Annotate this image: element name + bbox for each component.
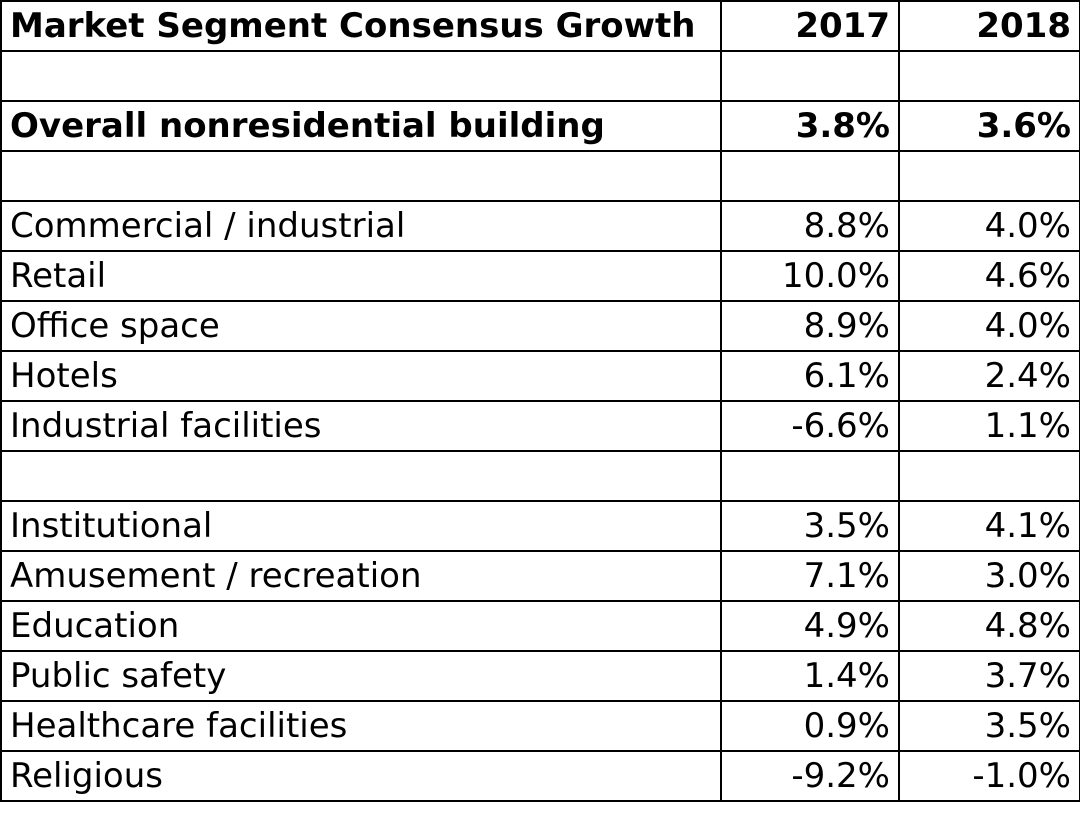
- segment-cell: [0, 450, 722, 502]
- segment-cell: Public safety: [0, 650, 722, 702]
- segment-cell: Overall nonresidential building: [0, 100, 722, 152]
- segment-cell: Institutional: [0, 500, 722, 552]
- value-2017-cell: 1.4%: [720, 650, 900, 702]
- value-2017-cell: 3.8%: [720, 100, 900, 152]
- value-2018-cell: 2.4%: [898, 350, 1080, 402]
- segment-cell: Religious: [0, 750, 722, 802]
- segment-cell: Amusement / recreation: [0, 550, 722, 602]
- segment-cell: Education: [0, 600, 722, 652]
- table-row: Retail 10.0% 4.6%: [0, 250, 1080, 302]
- segment-cell: [0, 150, 722, 202]
- value-2017-cell: -9.2%: [720, 750, 900, 802]
- table-row: [0, 150, 1080, 202]
- value-2018-cell: [898, 50, 1080, 102]
- table-row: [0, 450, 1080, 502]
- table-row: Religious -9.2% -1.0%: [0, 750, 1080, 802]
- table-row: Public safety 1.4% 3.7%: [0, 650, 1080, 702]
- value-2017-cell: 3.5%: [720, 500, 900, 552]
- table-row: Commercial / industrial 8.8% 4.0%: [0, 200, 1080, 252]
- value-2017-cell: 6.1%: [720, 350, 900, 402]
- value-2017-cell: 4.9%: [720, 600, 900, 652]
- value-2018-cell: 4.8%: [898, 600, 1080, 652]
- value-2017-cell: 8.9%: [720, 300, 900, 352]
- segment-cell: Retail: [0, 250, 722, 302]
- value-2017-cell: [720, 50, 900, 102]
- value-2018-cell: 3.0%: [898, 550, 1080, 602]
- value-2017-cell: 7.1%: [720, 550, 900, 602]
- header-2017: 2017: [720, 0, 900, 52]
- value-2017-cell: [720, 150, 900, 202]
- value-2018-cell: 3.5%: [898, 700, 1080, 752]
- segment-cell: [0, 50, 722, 102]
- value-2018-cell: 3.7%: [898, 650, 1080, 702]
- segment-cell: Office space: [0, 300, 722, 352]
- value-2017-cell: 10.0%: [720, 250, 900, 302]
- value-2017-cell: [720, 450, 900, 502]
- header-2018: 2018: [898, 0, 1080, 52]
- table-row: Overall nonresidential building 3.8% 3.6%: [0, 100, 1080, 152]
- value-2018-cell: -1.0%: [898, 750, 1080, 802]
- table-row: Institutional 3.5% 4.1%: [0, 500, 1080, 552]
- segment-cell: Industrial facilities: [0, 400, 722, 452]
- table-row: Amusement / recreation 7.1% 3.0%: [0, 550, 1080, 602]
- value-2017-cell: 0.9%: [720, 700, 900, 752]
- table-row: Education 4.9% 4.8%: [0, 600, 1080, 652]
- table-row: [0, 50, 1080, 102]
- value-2018-cell: 3.6%: [898, 100, 1080, 152]
- table-row: Industrial facilities -6.6% 1.1%: [0, 400, 1080, 452]
- value-2018-cell: [898, 450, 1080, 502]
- value-2017-cell: 8.8%: [720, 200, 900, 252]
- segment-cell: Hotels: [0, 350, 722, 402]
- segment-cell: Commercial / industrial: [0, 200, 722, 252]
- value-2018-cell: 4.6%: [898, 250, 1080, 302]
- value-2018-cell: 4.0%: [898, 200, 1080, 252]
- header-row: Market Segment Consensus Growth 2017 201…: [0, 0, 1080, 52]
- table-row: Hotels 6.1% 2.4%: [0, 350, 1080, 402]
- value-2018-cell: 4.0%: [898, 300, 1080, 352]
- value-2018-cell: 4.1%: [898, 500, 1080, 552]
- value-2017-cell: -6.6%: [720, 400, 900, 452]
- value-2018-cell: [898, 150, 1080, 202]
- value-2018-cell: 1.1%: [898, 400, 1080, 452]
- growth-table: Market Segment Consensus Growth 2017 201…: [0, 0, 1080, 802]
- table-row: Office space 8.9% 4.0%: [0, 300, 1080, 352]
- table-body: Overall nonresidential building 3.8% 3.6% C…: [0, 50, 1080, 802]
- table-row: Healthcare facilities 0.9% 3.5%: [0, 700, 1080, 752]
- header-segment: Market Segment Consensus Growth: [0, 0, 722, 52]
- segment-cell: Healthcare facilities: [0, 700, 722, 752]
